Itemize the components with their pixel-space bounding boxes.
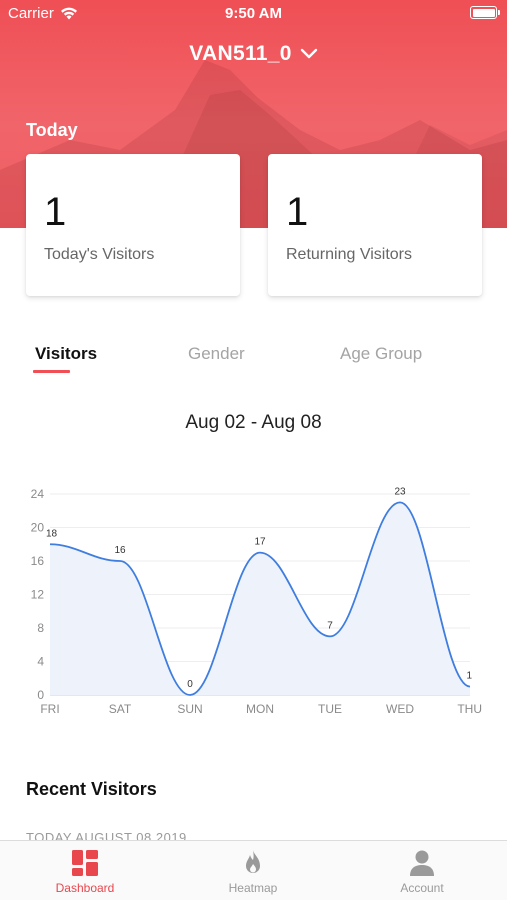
data-label: 18 [46, 528, 58, 539]
chart-tabs: Visitors Gender Age Group [0, 340, 507, 376]
y-tick-label: 24 [31, 487, 45, 501]
x-tick-label: FRI [40, 702, 59, 716]
y-tick-label: 4 [37, 655, 44, 669]
returning-visitors-card[interactable]: 1 Returning Visitors [268, 154, 482, 296]
date-range-label: Aug 02 - Aug 08 [185, 412, 322, 433]
nav-account-label: Account [400, 881, 444, 895]
nav-account[interactable]: Account [362, 849, 482, 895]
y-tick-label: 0 [37, 688, 44, 702]
y-tick-label: 12 [31, 588, 45, 602]
status-time: 9:50 AM [225, 5, 282, 22]
tab-gender[interactable]: Gender [188, 344, 245, 363]
nav-heatmap[interactable]: Heatmap [193, 849, 313, 895]
nav-dashboard[interactable]: Dashboard [25, 849, 145, 895]
visitors-line-chart: 0 4 8 12 16 20 24 18 16 0 17 7 23 1 FRI SAT SUN MON TUE WED… [31, 486, 482, 716]
data-label: 0 [187, 679, 193, 690]
section-title-today: Today [26, 120, 78, 140]
x-tick-label: SAT [109, 702, 132, 716]
data-label: 16 [114, 545, 126, 556]
todays-visitors-value: 1 [44, 190, 67, 234]
area-fill [50, 502, 470, 695]
data-label: 1 [466, 671, 472, 682]
tab-visitors[interactable]: Visitors [35, 344, 98, 363]
person-icon [410, 850, 434, 876]
data-label: 17 [254, 537, 266, 548]
x-tick-label: MON [246, 702, 274, 716]
dashboard-icon [72, 850, 98, 876]
x-tick-label: THU [457, 702, 482, 716]
todays-visitors-label: Today's Visitors [44, 246, 155, 263]
x-tick-label: TUE [318, 702, 342, 716]
y-tick-label: 8 [37, 621, 44, 635]
recent-visitors-date-header: TODAY AUGUST 08 2019 [26, 830, 187, 840]
carrier-info: Carrier [8, 5, 78, 22]
data-label: 7 [327, 620, 333, 631]
y-tick-label: 16 [31, 554, 45, 568]
nav-dashboard-label: Dashboard [55, 881, 115, 895]
nav-heatmap-label: Heatmap [228, 881, 278, 895]
recent-visitors-title: Recent Visitors [26, 779, 157, 799]
tab-age-group[interactable]: Age Group [340, 344, 423, 363]
site-name: VAN511_0 [189, 42, 292, 65]
active-tab-indicator [33, 370, 70, 373]
data-label: 23 [394, 486, 406, 497]
flame-icon [246, 850, 260, 873]
bottom-tab-bar: Dashboard Heatmap Account [0, 840, 507, 900]
carrier-label: Carrier [8, 5, 54, 22]
y-tick-label: 20 [31, 521, 45, 535]
x-tick-label: SUN [177, 702, 202, 716]
site-selector[interactable]: VAN511_0 [0, 40, 507, 68]
returning-visitors-label: Returning Visitors [286, 246, 412, 263]
visitors-series-line [49, 501, 471, 696]
chevron-down-icon [300, 48, 317, 59]
todays-visitors-card[interactable]: 1 Today's Visitors [26, 154, 240, 296]
wifi-icon [60, 7, 77, 20]
x-tick-label: WED [386, 702, 414, 716]
battery-icon [470, 6, 500, 19]
returning-visitors-value: 1 [286, 190, 309, 234]
status-bar: Carrier 9:50 AM [0, 0, 507, 28]
